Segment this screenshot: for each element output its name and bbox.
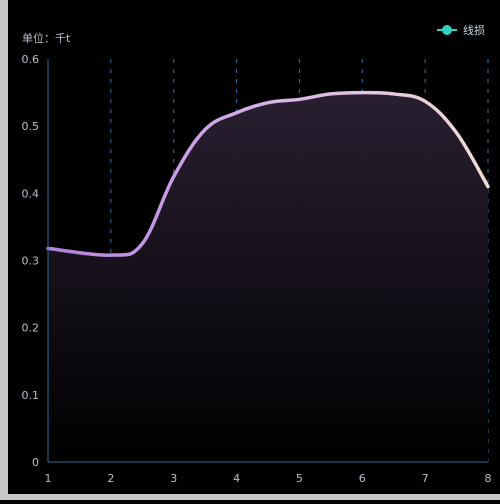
x-tick-label: 5 <box>296 472 303 485</box>
y-tick-label: 0.1 <box>22 389 40 402</box>
y-tick-label: 0.6 <box>22 53 40 66</box>
x-tick-label: 7 <box>422 472 429 485</box>
y-tick-label: 0.3 <box>22 255 40 268</box>
x-tick-label: 3 <box>170 472 177 485</box>
x-axis-ticks: 1 2 3 4 5 6 7 8 <box>45 472 492 485</box>
x-tick-label: 4 <box>233 472 240 485</box>
bottom-edge-strip <box>0 494 500 500</box>
x-tick-label: 1 <box>45 472 52 485</box>
x-tick-label: 6 <box>359 472 366 485</box>
legend[interactable]: 线损 <box>437 23 485 37</box>
series-line <box>46 90 490 257</box>
left-edge-strip <box>0 0 8 500</box>
legend-dot-marker <box>442 25 452 35</box>
y-tick-label: 0 <box>32 456 39 469</box>
y-tick-label: 0.2 <box>22 322 40 335</box>
unit-label: 单位：千t <box>22 31 71 45</box>
axes <box>47 59 488 463</box>
x-tick-label: 8 <box>485 472 492 485</box>
legend-label: 线损 <box>463 23 485 37</box>
series-area <box>48 92 488 463</box>
y-tick-label: 0.5 <box>22 120 40 133</box>
y-tick-label: 0.4 <box>22 187 40 200</box>
y-axis-ticks: 0 0.1 0.2 0.3 0.4 0.5 0.6 <box>22 53 40 469</box>
x-tick-label: 2 <box>107 472 114 485</box>
